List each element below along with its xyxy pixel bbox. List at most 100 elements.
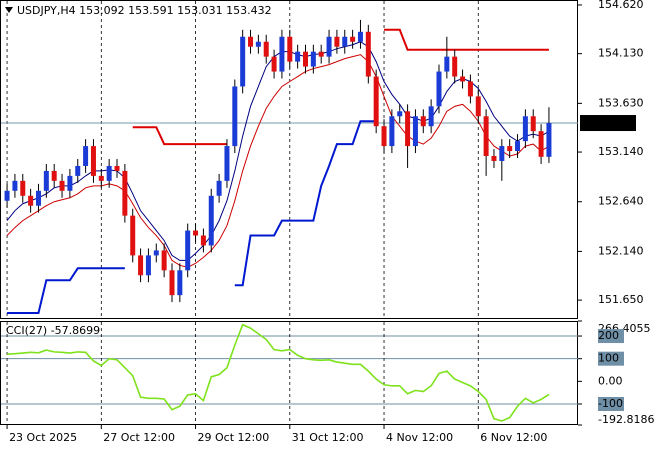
y-tick-label: 152.140 (598, 244, 644, 257)
candle-body (138, 255, 144, 276)
candle-body (538, 131, 544, 157)
candle-body (310, 51, 316, 67)
y-tick-label: 153.630 (598, 96, 644, 109)
candle-body (75, 165, 81, 176)
y-tick-label: -192.8186 (598, 413, 654, 426)
candle-body (153, 250, 159, 256)
x-tick-label: 23 Oct 2025 (9, 431, 77, 444)
candle-body (145, 255, 151, 276)
close-value: 153.432 (226, 4, 272, 17)
candle-body (522, 116, 528, 142)
candle-body (436, 71, 442, 107)
low-value: 153.031 (177, 4, 223, 17)
level-label-box (598, 396, 624, 411)
candle-body (397, 111, 403, 117)
candle-body (67, 175, 73, 191)
candle-body (232, 86, 238, 147)
x-tick-label: 27 Oct 12:00 (103, 431, 175, 444)
candle-body (169, 270, 175, 296)
x-tick-label: 4 Nov 12:00 (386, 431, 453, 444)
cci-title: CCI(27) (6, 324, 47, 337)
candle-body (420, 116, 426, 127)
candle-body (318, 51, 324, 57)
candle-body (216, 180, 222, 196)
candle-body (83, 146, 89, 166)
y-tick-label: 153.140 (598, 145, 644, 158)
y-tick-label: -100 (598, 397, 623, 410)
level-label-box (598, 329, 624, 344)
y-tick-label: 152.640 (598, 195, 644, 208)
cci-panel (0, 321, 578, 425)
indicator-line (7, 323, 550, 422)
candle-body (122, 170, 128, 216)
candle-body (499, 146, 505, 161)
plot-layer: 154.620 154.130 153.630 153.140 152.640 152.1… (1, 0, 654, 444)
y-tick-label: 151.650 (598, 293, 644, 306)
candle-body (389, 116, 395, 147)
candle-body (405, 111, 411, 147)
candle-body (106, 165, 112, 181)
candle-body (12, 180, 18, 191)
candle-body (98, 175, 104, 181)
candle-body (28, 195, 34, 206)
candle-body (90, 146, 96, 176)
candle-body (161, 250, 167, 271)
candle-body (279, 36, 285, 72)
x-tick-label: 31 Oct 12:00 (292, 431, 364, 444)
candle-body (59, 180, 65, 191)
candle-body (20, 180, 26, 196)
candle-body (208, 195, 214, 246)
candle-body (365, 31, 371, 77)
candle-body (271, 56, 277, 72)
candle-body (240, 36, 246, 87)
y-tick-label: 154.130 (598, 47, 644, 60)
candle-body (507, 146, 513, 152)
candle-body (200, 235, 206, 246)
symbol: USDJPY,H4 (17, 4, 76, 17)
current-price-label: 153.432 (584, 116, 630, 129)
candle-body (444, 56, 450, 72)
candle-body (248, 36, 254, 47)
candle-body (342, 36, 348, 47)
y-tick-label: 0.00 (598, 374, 623, 387)
candle-body (287, 36, 293, 62)
candle-body (475, 96, 481, 117)
candle-body (295, 51, 301, 62)
y-tick-label: 200 (598, 329, 619, 342)
y-tick-label: 100 (598, 352, 619, 365)
candle-body (530, 116, 536, 132)
indicator-line (6, 41, 550, 261)
candle-body (357, 31, 363, 42)
candle-body (460, 76, 466, 82)
candle-body (483, 116, 489, 157)
candle-body (334, 36, 340, 47)
open-value: 153.092 (79, 4, 125, 17)
candle-body (193, 230, 199, 236)
menu-icon (5, 7, 13, 13)
candle-body (43, 170, 49, 191)
candle-body (263, 41, 269, 57)
candle-body (373, 76, 379, 127)
current-price-box (580, 115, 636, 132)
candle-body (381, 126, 387, 147)
high-value: 153.591 (128, 4, 174, 17)
candle-body (4, 190, 10, 201)
candle-body (452, 56, 458, 77)
indicator-line (7, 120, 377, 315)
candle-body (515, 141, 521, 152)
y-tick-label: 154.620 (598, 0, 644, 11)
candle-body (350, 36, 356, 42)
candle-body (224, 146, 230, 181)
x-tick-label: 6 Nov 12:00 (480, 431, 547, 444)
candle-body (467, 81, 473, 97)
candle-body (177, 270, 183, 296)
candle-body (412, 116, 418, 147)
level-label-box (598, 351, 624, 366)
indicator-line (132, 28, 549, 146)
candle-body (491, 156, 497, 161)
price-header: USDJPY,H4 153.092 153.591 153.031 153.43… (17, 4, 272, 17)
x-tick-label: 29 Oct 12:00 (198, 431, 270, 444)
cci-value: -57.8699 (51, 324, 100, 337)
indicator-line (6, 54, 550, 268)
